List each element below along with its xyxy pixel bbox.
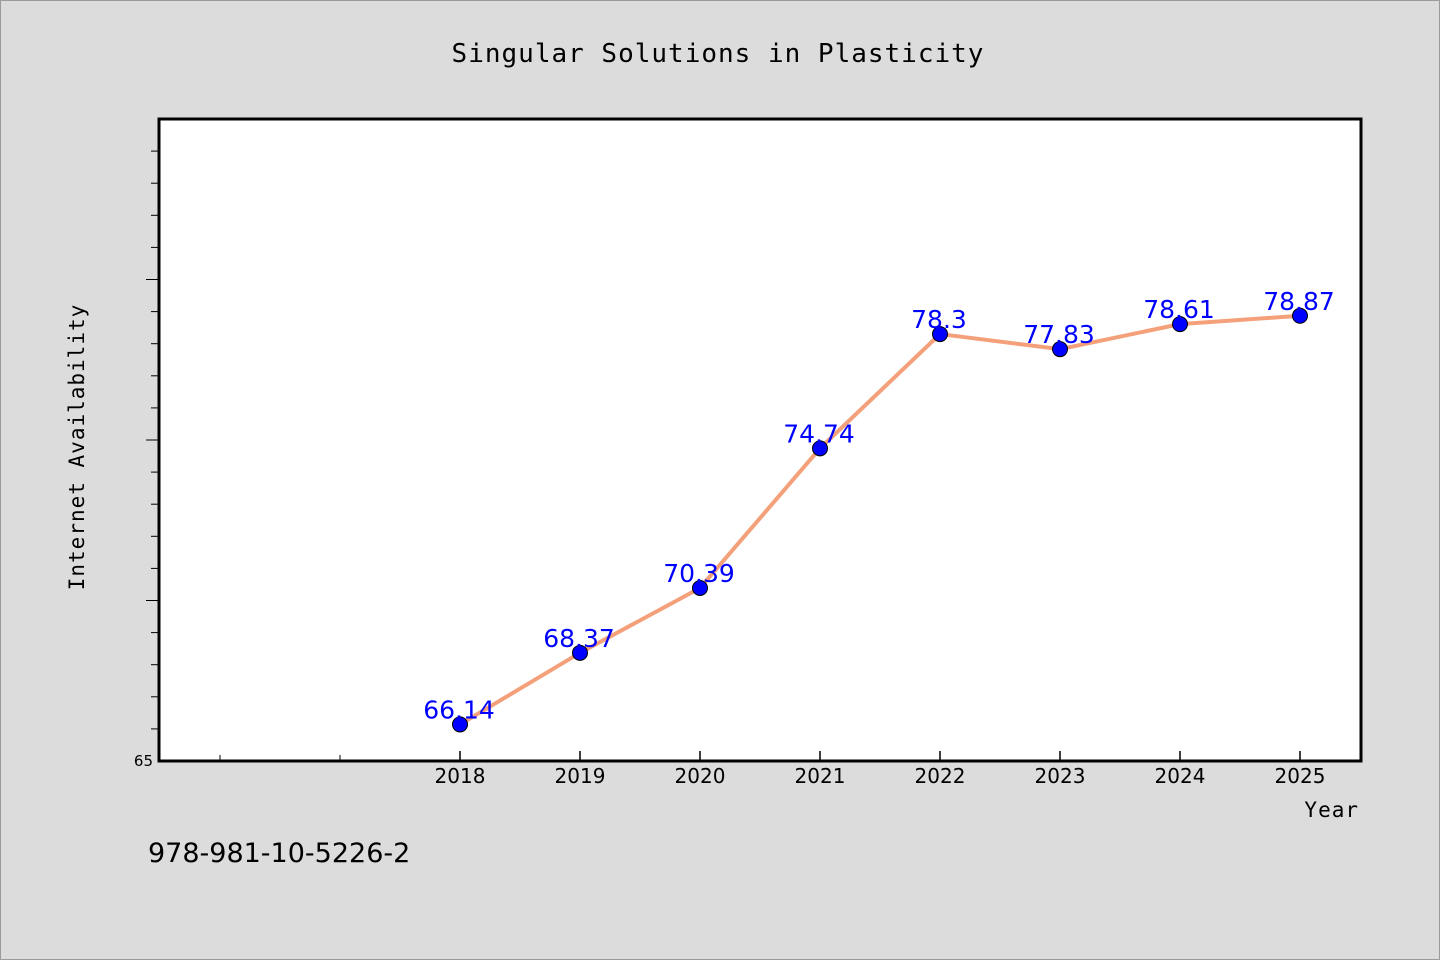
chart-title: Singular Solutions in Plasticity [452,39,985,69]
data-label-2025: 78.87 [1263,287,1335,316]
x-tick-label-2020: 2020 [675,764,726,788]
x-axis-ticks [219,751,1301,761]
data-label-2023: 77.83 [1023,320,1095,349]
data-point-2020 [692,579,708,596]
data-point-2025 [1292,307,1308,324]
y-tick-label-min: 65 [134,752,153,770]
data-point-2024 [1172,316,1188,333]
data-point-2019 [572,644,588,661]
data-label-2024: 78.61 [1143,295,1215,324]
data-point-2022 [932,326,948,343]
x-tick-label-2021: 2021 [795,764,846,788]
series-line [458,313,1302,727]
plot-area [157,117,1363,763]
data-point-2023 [1052,341,1068,358]
data-label-2020: 70.39 [663,559,735,588]
data-label-2018: 66.14 [423,695,495,724]
footer-isbn: 978-981-10-5226-2 [148,838,410,869]
data-point-2018 [452,716,468,733]
x-tick-label-2023: 2023 [1035,764,1086,788]
x-tick-label-2024: 2024 [1155,764,1206,788]
data-label-2022: 78.3 [911,305,967,334]
series-layer: 66.14 68.37 70.39 74.74 78.3 77.83 78.61 78.87 [423,287,1335,733]
data-point-2021 [812,440,828,457]
x-tick-labels: 2018 2019 2020 2021 2022 2023 2024 2025 [435,764,1326,788]
data-label-2019: 68.37 [543,624,615,653]
y-axis-label: Internet Availability [65,304,89,591]
x-axis-label: Year [1304,798,1359,822]
x-tick-label-2019: 2019 [555,764,606,788]
data-label-2021: 74.74 [783,419,855,448]
x-tick-label-2025: 2025 [1275,764,1326,788]
y-axis-ticks [146,150,159,730]
x-tick-label-2018: 2018 [435,764,486,788]
x-tick-label-2022: 2022 [915,764,966,788]
